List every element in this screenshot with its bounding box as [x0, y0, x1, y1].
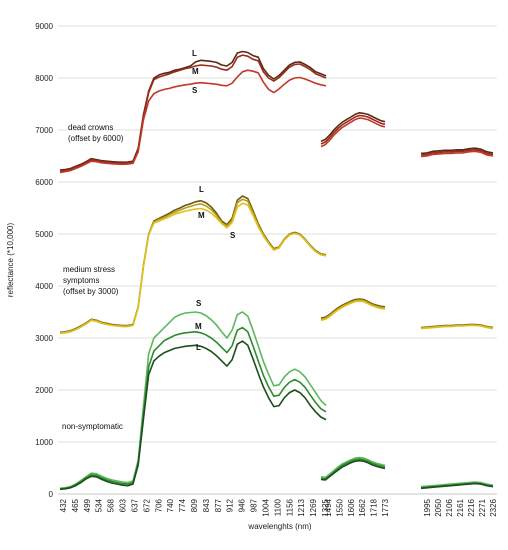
group-label-0-line-0: dead crowns: [68, 123, 113, 132]
x-tick-label: 843: [202, 498, 211, 512]
x-tick-label: 1100: [273, 498, 282, 516]
x-tick-label: 2271: [478, 498, 487, 516]
x-tick-label: 2216: [467, 498, 476, 516]
grid-layer: [58, 25, 497, 495]
x-tick-label: 2161: [456, 498, 465, 516]
series-line-2-S-seg2: [420, 481, 494, 488]
series-line-1-S-seg0: [59, 202, 327, 335]
curve-label-L-group-2: L: [196, 343, 201, 352]
x-tick-label: 809: [190, 498, 199, 512]
x-tick-label: 1550: [335, 498, 344, 516]
y-tick-label: 2000: [35, 386, 53, 395]
x-tick-label: 2050: [434, 498, 443, 516]
series-line-0-L-seg0: [59, 50, 327, 171]
series-layer: [59, 50, 494, 491]
series-line-1-S-seg1: [320, 300, 386, 322]
series-line-0-M-seg1: [320, 114, 386, 145]
series-line-2-L-seg2: [420, 482, 494, 490]
x-tick-label: 912: [226, 498, 235, 512]
x-tick-label: 1718: [370, 498, 379, 516]
curve-label-L-group-1: L: [199, 185, 204, 194]
x-tick-label: 2106: [445, 498, 454, 516]
y-tick-label: 5000: [35, 230, 53, 239]
x-tick-label: 1156: [285, 498, 294, 516]
y-tick-label: 7000: [35, 126, 53, 135]
x-tick-label: 774: [178, 498, 187, 512]
y-tick-label: 6000: [35, 178, 53, 187]
series-line-0-S-seg2: [420, 150, 494, 158]
x-tick-label: 1213: [297, 498, 306, 516]
x-tick-label: 706: [154, 498, 163, 512]
y-tick-label: 9000: [35, 22, 53, 31]
series-line-0-L-seg1: [320, 112, 386, 143]
y-tick-label: 3000: [35, 334, 53, 343]
x-tick-label: 1606: [347, 498, 356, 516]
series-line-0-L-seg2: [420, 147, 494, 155]
label-layer: dead crowns (offset by 6000) medium stress…: [62, 49, 236, 431]
curve-label-M-group-1: M: [198, 211, 205, 220]
curve-label-L-group-0: L: [192, 49, 197, 58]
group-label-1-line-1: symptoms: [63, 276, 99, 285]
x-tick-label: 740: [166, 498, 175, 512]
group-label-1-line-2: (offset by 3000): [63, 287, 119, 296]
series-line-2-L-seg1: [320, 459, 386, 481]
x-tick-label: 2326: [489, 498, 498, 516]
x-tick-label: 499: [83, 498, 92, 512]
x-tick-label: 987: [250, 498, 259, 512]
x-axis-title: wavelenghts (nm): [247, 522, 311, 531]
curve-label-M-group-2: M: [195, 322, 202, 331]
x-tick-label: 1773: [381, 498, 390, 516]
y-tick-label: 1000: [35, 438, 53, 447]
curve-label-S-group-1: S: [230, 231, 236, 240]
curve-label-S-group-0: S: [192, 86, 198, 95]
series-line-0-M-seg0: [59, 54, 327, 172]
x-tick-label: 1325: [321, 498, 330, 516]
group-label-2-line-0: non-symptomatic: [62, 422, 123, 431]
curve-label-M-group-0: M: [192, 67, 199, 76]
x-tick-label: 1494: [324, 498, 333, 516]
x-tick-label: 534: [95, 498, 104, 512]
group-label-0-line-1: (offset by 6000): [68, 134, 124, 143]
y-tick-label: 8000: [35, 74, 53, 83]
x-tick-label: 877: [214, 498, 223, 512]
series-line-0-M-seg2: [420, 149, 494, 156]
y-axis-title: reflectance (*10,000): [6, 223, 15, 298]
series-line-2-L-seg0: [59, 340, 327, 491]
series-line-1-S-seg2: [420, 324, 494, 330]
axis-layer: 0 1000 2000 3000 4000 5000 6000 7000 8000 9000 432…: [35, 22, 498, 517]
series-line-0-S-seg1: [320, 117, 386, 148]
x-tick-label: 432: [59, 498, 68, 512]
x-tick-label: 465: [71, 498, 80, 512]
x-tick-label: 1004: [261, 498, 270, 516]
x-tick-label: 1662: [358, 498, 367, 516]
x-tick-label: 672: [142, 498, 151, 512]
series-line-2-S-seg1: [320, 456, 386, 479]
y-tick-label: 4000: [35, 282, 53, 291]
x-tick-label: 1269: [309, 498, 318, 516]
series-line-0-S-seg0: [59, 69, 327, 174]
curve-label-S-group-2: S: [196, 299, 202, 308]
x-tick-label: 946: [238, 498, 247, 512]
series-line-2-S-seg0: [59, 311, 327, 490]
group-label-1-line-0: medium stress: [63, 265, 115, 274]
x-tick-label: 637: [130, 498, 139, 512]
y-tick-label: 0: [49, 490, 54, 499]
x-tick-label: 568: [107, 498, 116, 512]
x-tick-label: 603: [119, 498, 128, 512]
x-tick-label: 1995: [423, 498, 432, 516]
series-line-2-M-seg0: [59, 326, 327, 490]
